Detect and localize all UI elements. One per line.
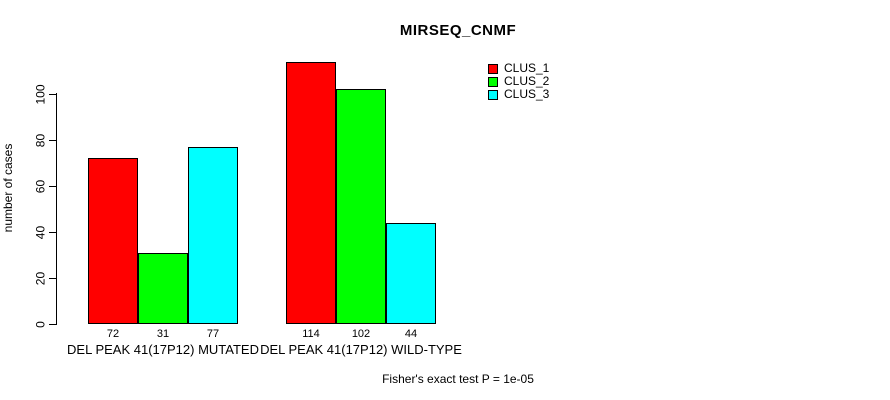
legend: CLUS_1 CLUS_2 CLUS_3 xyxy=(488,62,549,101)
legend-row-clus_2: CLUS_2 xyxy=(488,75,549,88)
bar-value-label: 114 xyxy=(302,328,320,340)
y-tick-label: 80 xyxy=(33,133,48,148)
y-tick-label: 0 xyxy=(33,321,48,328)
bar-clus_2-group1 xyxy=(138,253,188,324)
y-tick-label: 60 xyxy=(33,179,48,194)
legend-label: CLUS_1 xyxy=(504,61,550,75)
chart-title: MIRSEQ_CNMF xyxy=(399,22,517,39)
bar-clus_2-group2 xyxy=(336,89,386,324)
y-tick-label: 100 xyxy=(33,84,48,105)
bar-value-label: 72 xyxy=(106,328,120,340)
y-tick-mark xyxy=(49,232,57,233)
bar-value-label: 44 xyxy=(404,328,418,340)
legend-swatch-icon xyxy=(488,76,498,87)
y-axis-line xyxy=(56,93,57,325)
y-axis-label: number of cases xyxy=(1,143,15,233)
bar-clus_1-group2 xyxy=(286,62,336,324)
bar-value-label: 102 xyxy=(351,328,371,340)
bar-value-label: 31 xyxy=(156,328,170,340)
y-tick-label: 40 xyxy=(33,225,48,240)
bar-value-label: 77 xyxy=(206,328,220,340)
legend-label: CLUS_3 xyxy=(504,87,550,101)
legend-swatch-icon xyxy=(488,63,498,74)
y-tick-label: 20 xyxy=(33,271,48,286)
legend-row-clus_1: CLUS_1 xyxy=(488,62,549,75)
legend-swatch-icon xyxy=(488,89,498,100)
group-label: DEL PEAK 41(17P12) WILD-TYPE xyxy=(260,342,462,357)
bar-clus_1-group1 xyxy=(88,158,138,324)
fisher-test-annotation: Fisher's exact test P = 1e-05 xyxy=(382,372,534,386)
y-tick-mark xyxy=(49,94,57,95)
y-tick-mark xyxy=(49,140,57,141)
y-tick-mark xyxy=(49,186,57,187)
bar-clus_3-group1 xyxy=(188,147,238,324)
bar-clus_3-group2 xyxy=(386,223,436,324)
legend-row-clus_3: CLUS_3 xyxy=(488,88,549,101)
y-tick-mark xyxy=(49,278,57,279)
group-label: DEL PEAK 41(17P12) MUTATED xyxy=(67,342,259,357)
legend-label: CLUS_2 xyxy=(504,74,550,88)
y-tick-mark xyxy=(49,324,57,325)
